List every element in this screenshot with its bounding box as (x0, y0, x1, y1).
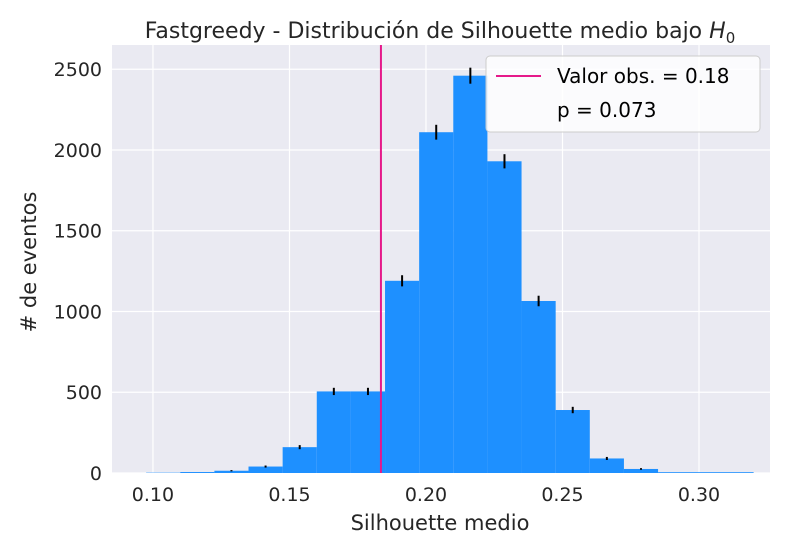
histogram-bar (282, 447, 317, 473)
y-tick-label: 0 (90, 463, 102, 485)
histogram-bar (521, 300, 556, 473)
histogram-bars (146, 75, 754, 473)
histogram-bar (214, 470, 249, 473)
histogram-bar (487, 161, 522, 473)
histogram-bar (248, 466, 283, 473)
x-tick-label: 0.25 (541, 484, 583, 506)
x-tick-label: 0.20 (405, 484, 447, 506)
y-tick-label: 2000 (54, 140, 102, 162)
x-tick-label: 0.30 (678, 484, 720, 506)
histogram-bar (453, 75, 488, 473)
y-tick-labels: 0 500 1000 1500 2000 2500 (54, 59, 102, 485)
histogram-bar (385, 280, 420, 473)
y-tick-label: 1000 (54, 301, 102, 323)
histogram-bar (180, 472, 215, 473)
error-bars (230, 67, 642, 472)
histogram-bar (623, 468, 659, 473)
y-tick-label: 500 (66, 382, 102, 404)
legend: Valor obs. = 0.18 p = 0.073 (485, 55, 761, 133)
histogram-bar (555, 410, 590, 473)
histogram-bar (419, 132, 454, 473)
histogram-bar (316, 391, 351, 473)
y-axis-label: # de eventos (17, 192, 41, 333)
histogram-bar (350, 391, 386, 473)
legend-observed-label: Valor obs. = 0.18 (557, 64, 729, 88)
x-tick-label: 0.15 (268, 484, 310, 506)
x-tick-labels: 0.10 0.15 0.20 0.25 0.30 (132, 484, 720, 506)
x-tick-label: 0.10 (132, 484, 174, 506)
histogram-bar (658, 472, 754, 473)
x-axis-label: Silhouette medio (351, 511, 530, 535)
y-tick-label: 1500 (54, 221, 102, 243)
legend-pvalue-label: p = 0.073 (557, 98, 656, 122)
legend-box (485, 55, 761, 133)
y-tick-label: 2500 (54, 59, 102, 81)
histogram-bar (589, 458, 624, 473)
chart-title: Fastgreedy - Distribución de Silhouette … (145, 19, 735, 47)
